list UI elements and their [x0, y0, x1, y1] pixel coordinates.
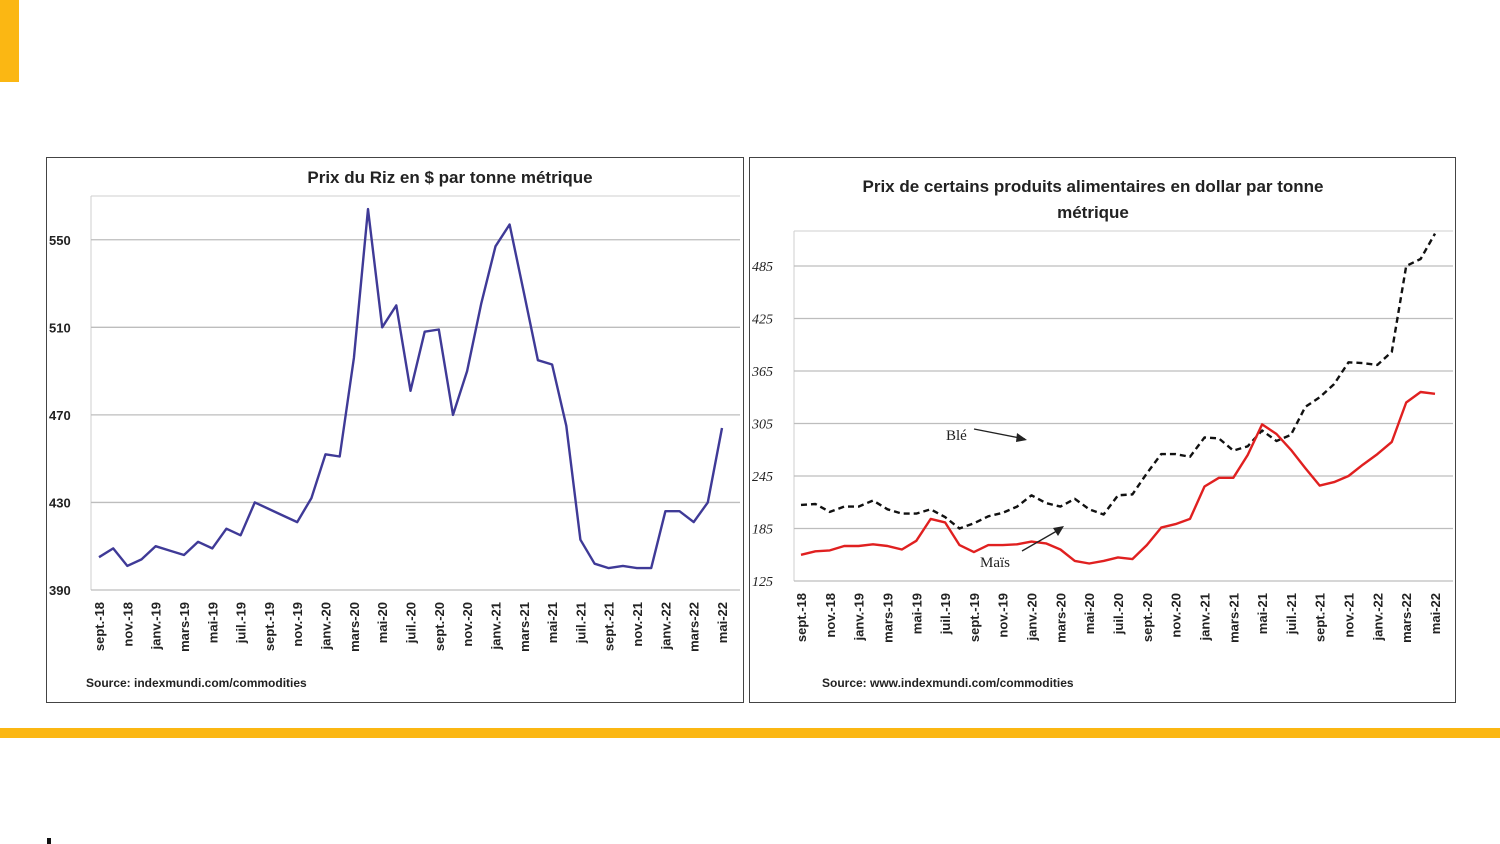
x-tick-label: sept.-20: [1140, 593, 1155, 642]
y-tick-label: 305: [751, 418, 773, 433]
x-tick-label: nov.-18: [120, 602, 135, 647]
y-tick-label: 510: [49, 320, 71, 335]
x-tick-label: nov.-20: [1169, 593, 1184, 638]
x-tick-label: janv.-21: [1197, 593, 1212, 641]
x-tick-label: juil.-20: [1111, 593, 1126, 635]
annotation-mais-arrow: [1021, 527, 1063, 552]
x-tick-label: mai-21: [545, 602, 560, 643]
x-tick-label: sept.-20: [432, 602, 447, 651]
x-tick-label: nov.-18: [823, 593, 838, 638]
annotation-ble-arrow: [973, 428, 1026, 440]
x-tick-label: juil.-20: [404, 602, 419, 644]
y-tick-label: 365: [751, 365, 773, 380]
annotation-ble: Blé: [946, 428, 967, 444]
x-tick-label: janv.-22: [658, 602, 673, 650]
x-tick-label: janv.-21: [488, 602, 503, 650]
annotation-mais-arrowhead: [1053, 526, 1064, 536]
x-tick-label: mars-21: [517, 602, 532, 652]
x-tick-label: mai-19: [205, 602, 220, 643]
food-prices-chart-panel: Prix de certains produits alimentaires e…: [749, 157, 1456, 703]
y-tick-label: 485: [752, 260, 773, 275]
series-line-mas: [800, 390, 1436, 565]
y-tick-label: 470: [49, 408, 71, 423]
x-tick-label: juil.-21: [1284, 593, 1299, 635]
x-tick-label: nov.-19: [290, 602, 305, 647]
x-tick-label: janv.-19: [852, 593, 867, 641]
x-tick-label: janv.-20: [319, 602, 334, 650]
x-tick-label: juil.-19: [938, 593, 953, 635]
x-tick-label: mai-22: [715, 602, 730, 643]
chart-source: Source: www.indexmundi.com/commodities: [822, 676, 1074, 690]
x-tick-label: nov.-20: [460, 602, 475, 647]
x-tick-label: mars-21: [1226, 593, 1241, 643]
decorative-mark: [47, 838, 51, 844]
x-tick-label: janv.-22: [1370, 593, 1385, 641]
x-tick-label: sept.-18: [794, 593, 809, 642]
y-tick-label: 425: [752, 313, 773, 328]
x-tick-label: mars-20: [347, 602, 362, 652]
x-tick-label: mars-20: [1053, 593, 1068, 643]
x-tick-label: nov.-21: [1342, 593, 1357, 638]
x-tick-label: mars-22: [1399, 593, 1414, 643]
x-tick-label: nov.-21: [630, 602, 645, 647]
chart-title-line-2: métrique: [1057, 203, 1129, 222]
x-tick-label: mai-20: [375, 602, 390, 643]
x-tick-label: juil.-19: [234, 602, 249, 644]
x-tick-label: sept.-19: [262, 602, 277, 651]
y-tick-label: 125: [752, 575, 773, 590]
y-tick-label: 185: [752, 523, 773, 538]
accent-bar: [0, 0, 19, 82]
x-tick-label: janv.-19: [149, 602, 164, 650]
rice-price-chart-panel: Prix du Riz en $ par tonne métrique 390 4…: [46, 157, 744, 703]
chart-title-line-1: Prix de certains produits alimentaires e…: [862, 177, 1323, 196]
x-tick-label: mars-22: [687, 602, 702, 652]
x-tick-label: nov.-19: [996, 593, 1011, 638]
accent-band: [0, 728, 1500, 738]
x-tick-label: janv.-20: [1025, 593, 1040, 641]
x-tick-label: mars-19: [880, 593, 895, 643]
x-tick-label: mai-20: [1082, 593, 1097, 634]
y-tick-label: 390: [49, 583, 71, 598]
y-tick-label: 245: [752, 470, 773, 485]
x-tick-label: mai-22: [1428, 593, 1443, 634]
chart-source: Source: indexmundi.com/commodities: [86, 676, 307, 690]
x-tick-label: juil.-21: [573, 602, 588, 644]
x-tick-label: sept.-18: [92, 602, 107, 651]
annotation-mais: Maïs: [980, 555, 1010, 571]
y-tick-label: 430: [49, 495, 71, 510]
x-tick-label: mars-19: [177, 602, 192, 652]
x-tick-label: sept.-21: [1313, 593, 1328, 642]
x-tick-label: sept.-19: [967, 593, 982, 642]
y-tick-label: 550: [49, 233, 71, 248]
chart-title: Prix du Riz en $ par tonne métrique: [307, 168, 592, 187]
series-line-riz: [98, 207, 724, 570]
series-line-bl: [800, 233, 1437, 530]
x-tick-label: mai-21: [1255, 593, 1270, 634]
food-prices-chart: Prix de certains produits alimentaires e…: [751, 177, 1453, 690]
rice-price-chart: Prix du Riz en $ par tonne métrique 390 4…: [49, 168, 740, 690]
annotation-ble-arrowhead: [1016, 433, 1027, 442]
x-tick-label: sept.-21: [602, 602, 617, 651]
x-tick-label: mai-19: [909, 593, 924, 634]
